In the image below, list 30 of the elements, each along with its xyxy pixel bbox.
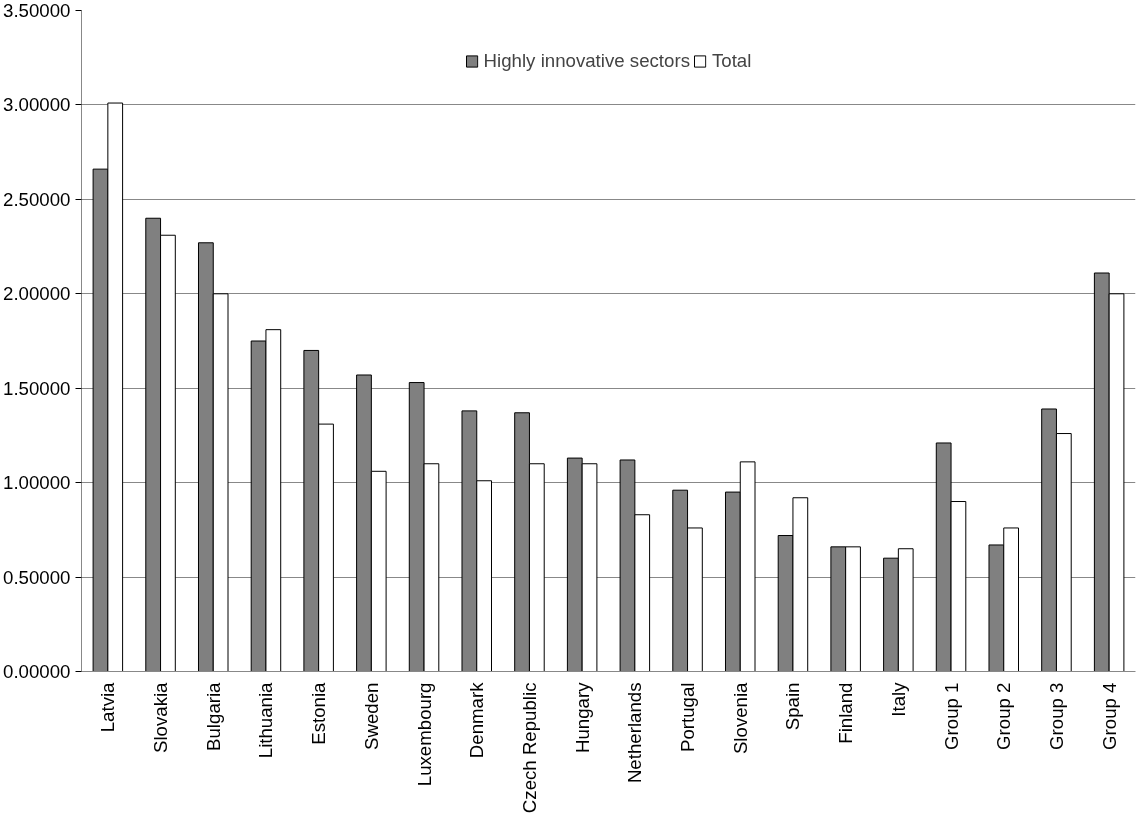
x-tick-label: Latvia bbox=[97, 681, 119, 733]
y-tick-label: 2.00000 bbox=[3, 283, 71, 305]
x-tick-label: Group 3 bbox=[1045, 682, 1067, 750]
x-tick-label: Bulgaria bbox=[202, 681, 224, 751]
y-tick-label: 2.50000 bbox=[3, 188, 71, 210]
x-tick-label: Hungary bbox=[571, 681, 593, 754]
x-tick-label: Czech Republic bbox=[518, 682, 540, 814]
x-tick-label: Finland bbox=[835, 682, 857, 744]
y-tick-label: 0.50000 bbox=[3, 566, 71, 588]
x-tick-label: Lithuania bbox=[255, 681, 277, 759]
x-tick-label: Slovenia bbox=[729, 681, 751, 755]
legend-label: Total bbox=[711, 50, 752, 72]
x-tick-label: Denmark bbox=[466, 681, 488, 759]
x-tick-label: Sweden bbox=[360, 682, 382, 750]
y-tick-label: 3.00000 bbox=[3, 94, 71, 116]
x-tick-label: Spain bbox=[782, 682, 804, 731]
x-tick-label: Group 4 bbox=[1098, 682, 1120, 750]
x-tick-label: Estonia bbox=[308, 681, 330, 745]
x-tick-label: Italy bbox=[887, 681, 909, 717]
x-tick-label: Portugal bbox=[677, 682, 699, 752]
x-tick-label: Luxembourg bbox=[413, 682, 435, 787]
y-tick-label: 0.00000 bbox=[3, 661, 71, 682]
y-tick-label: 3.50000 bbox=[3, 0, 71, 21]
x-tick-label: Group 1 bbox=[940, 682, 962, 750]
x-tick-label: Slovakia bbox=[150, 681, 172, 754]
x-tick-label: Group 2 bbox=[993, 682, 1015, 750]
y-tick-label: 1.50000 bbox=[3, 377, 71, 399]
legend-label: Highly innovative sectors bbox=[483, 50, 690, 72]
x-tick-label: Netherlands bbox=[624, 682, 646, 784]
y-tick-label: 1.00000 bbox=[3, 472, 71, 494]
